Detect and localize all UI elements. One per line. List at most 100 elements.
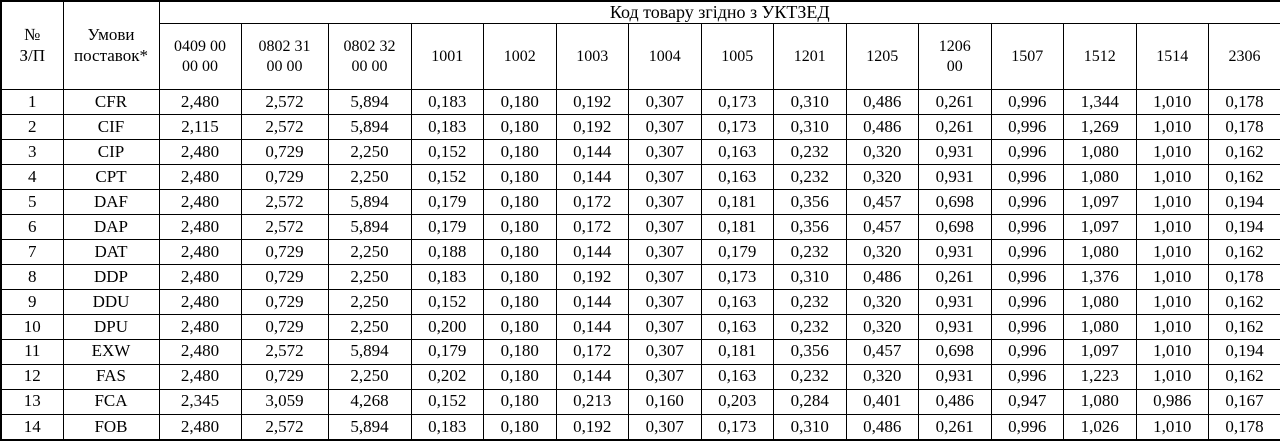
rate-cell: 2,572 <box>240 413 329 441</box>
rate-cell: 0,307 <box>628 188 702 215</box>
rate-cell: 0,162 <box>1208 163 1280 190</box>
row-number-cell: 3 <box>0 138 64 165</box>
rate-cell: 2,115 <box>158 113 242 140</box>
col-header-delivery-terms: Умови поставок* <box>62 0 160 90</box>
rate-cell: 0,401 <box>845 388 919 415</box>
rate-cell: 2,480 <box>158 363 242 390</box>
rate-cell: 0,144 <box>555 138 629 165</box>
rate-cell: 0,310 <box>773 263 847 290</box>
table-row: 5 DAF 2,480 2,572 5,894 0,179 0,180 0,172 0,307 0… <box>0 188 1280 215</box>
rate-cell: 0,192 <box>555 263 629 290</box>
rate-cell: 0,996 <box>990 313 1064 340</box>
rate-cell: 0,202 <box>410 363 484 390</box>
rate-cell: 0,729 <box>240 313 329 340</box>
rate-cell: 5,894 <box>327 113 412 140</box>
rate-cell: 5,894 <box>327 213 412 240</box>
rate-cell: 2,480 <box>158 188 242 215</box>
table-row: 11 EXW 2,480 2,572 5,894 0,179 0,180 0,172 0,307… <box>0 338 1280 365</box>
rate-cell: 0,172 <box>555 213 629 240</box>
row-number-cell: 6 <box>0 213 64 240</box>
code-column-header: 1005 <box>700 23 774 90</box>
rate-cell: 0,931 <box>918 288 992 315</box>
rate-cell: 0,160 <box>628 388 702 415</box>
rate-cell: 0,162 <box>1208 238 1280 265</box>
row-number-cell: 12 <box>0 363 64 390</box>
rate-cell: 2,250 <box>327 313 412 340</box>
rate-cell: 2,480 <box>158 213 242 240</box>
rate-cell: 0,172 <box>555 188 629 215</box>
rate-cell: 2,480 <box>158 263 242 290</box>
group-header-row: № З/П Умови поставок* Код товару згідно … <box>0 0 1280 90</box>
row-number-cell: 1 <box>0 89 64 115</box>
rate-cell: 0,163 <box>700 138 774 165</box>
rate-cell: 0,173 <box>700 413 774 441</box>
rate-cell: 1,080 <box>1063 238 1137 265</box>
code-column-header: 1205 <box>845 23 919 90</box>
rate-cell: 0,203 <box>700 388 774 415</box>
rate-cell: 0,144 <box>555 363 629 390</box>
rate-cell: 0,356 <box>773 188 847 215</box>
rate-cell: 0,996 <box>990 213 1064 240</box>
delivery-term-cell: CPT <box>62 163 160 190</box>
delivery-term-cell: EXW <box>62 338 160 365</box>
rate-cell: 0,180 <box>483 89 557 115</box>
rate-cell: 0,180 <box>483 388 557 415</box>
rate-cell: 1,010 <box>1135 238 1209 265</box>
rate-cell: 0,996 <box>990 89 1064 115</box>
code-column-header: 1002 <box>483 23 557 90</box>
code-column-header: 1514 <box>1135 23 1209 90</box>
rate-cell: 0,162 <box>1208 313 1280 340</box>
rate-cell: 1,010 <box>1135 113 1209 140</box>
rate-cell: 0,232 <box>773 163 847 190</box>
rate-cell: 0,183 <box>410 263 484 290</box>
delivery-term-cell: CIP <box>62 138 160 165</box>
row-number-cell: 4 <box>0 163 64 190</box>
delivery-term-cell: FOB <box>62 413 160 441</box>
rate-cell: 1,010 <box>1135 413 1209 441</box>
rate-cell: 2,480 <box>158 163 242 190</box>
table-row: 3 CIP 2,480 0,729 2,250 0,152 0,180 0,144 0,307 0… <box>0 138 1280 165</box>
table-row: 10 DPU 2,480 0,729 2,250 0,200 0,180 0,144 0,307… <box>0 313 1280 340</box>
rate-cell: 0,996 <box>990 188 1064 215</box>
rate-cell: 0,356 <box>773 213 847 240</box>
rate-cell: 0,284 <box>773 388 847 415</box>
rate-cell: 0,320 <box>845 138 919 165</box>
rate-cell: 0,307 <box>628 138 702 165</box>
rate-cell: 1,080 <box>1063 288 1137 315</box>
rate-cell: 1,376 <box>1063 263 1137 290</box>
code-column-header: 1004 <box>628 23 702 90</box>
table-row: 14 FOB 2,480 2,572 5,894 0,183 0,180 0,192 0,307… <box>0 413 1280 441</box>
code-column-header: 1003 <box>555 23 629 90</box>
rate-cell: 0,996 <box>990 263 1064 290</box>
rate-cell: 0,180 <box>483 413 557 441</box>
col-group-header-uktzed: Код товару згідно з УКТЗЕД <box>158 0 1280 24</box>
rate-cell: 0,180 <box>483 338 557 365</box>
delivery-term-cell: DAP <box>62 213 160 240</box>
rate-cell: 2,572 <box>240 89 329 115</box>
rate-cell: 0,996 <box>990 163 1064 190</box>
rate-cell: 0,307 <box>628 263 702 290</box>
rate-cell: 1,080 <box>1063 388 1137 415</box>
rate-cell: 0,261 <box>918 113 992 140</box>
rate-cell: 0,486 <box>918 388 992 415</box>
rate-cell: 0,180 <box>483 263 557 290</box>
rate-cell: 0,996 <box>990 338 1064 365</box>
rate-cell: 2,480 <box>158 413 242 441</box>
rate-cell: 1,010 <box>1135 338 1209 365</box>
rate-cell: 0,261 <box>918 413 992 441</box>
rate-cell: 5,894 <box>327 89 412 115</box>
table-row: 2 CIF 2,115 2,572 5,894 0,183 0,180 0,192 0,307 0… <box>0 113 1280 140</box>
rate-cell: 0,162 <box>1208 138 1280 165</box>
rate-cell: 0,180 <box>483 213 557 240</box>
table-row: 7 DAT 2,480 0,729 2,250 0,188 0,180 0,144 0,307 0… <box>0 238 1280 265</box>
code-column-header: 1201 <box>773 23 847 90</box>
rate-cell: 2,572 <box>240 213 329 240</box>
rate-cell: 0,192 <box>555 89 629 115</box>
col-header-row-number: № З/П <box>0 0 64 90</box>
rate-cell: 0,486 <box>845 263 919 290</box>
rate-cell: 1,010 <box>1135 288 1209 315</box>
rate-cell: 0,163 <box>700 313 774 340</box>
rate-cell: 0,183 <box>410 113 484 140</box>
rate-cell: 0,729 <box>240 138 329 165</box>
rate-cell: 2,572 <box>240 113 329 140</box>
